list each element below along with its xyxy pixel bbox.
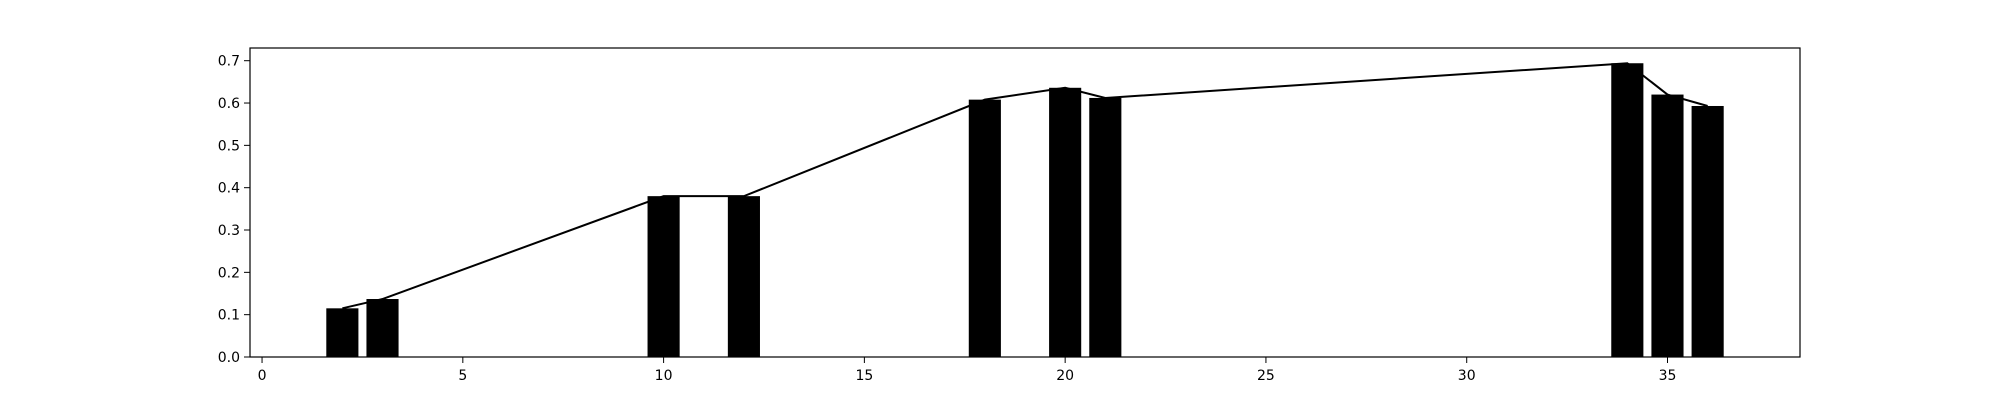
y-tick-label-7: 0.7 [218, 54, 240, 70]
bar-0 [326, 308, 359, 357]
plot-frame [249, 47, 1801, 358]
x-tick-label-6: 30 [1458, 368, 1476, 384]
x-tick-label-5: 25 [1257, 368, 1275, 384]
bar-8 [1651, 94, 1684, 357]
x-axis: 0 5 10 15 20 25 30 35 [258, 357, 1677, 384]
x-tick-label-3: 15 [855, 368, 873, 384]
bar-2 [647, 196, 680, 357]
trend-line [342, 62, 1708, 310]
x-tick-label-4: 20 [1056, 368, 1074, 384]
bar-6 [1089, 97, 1122, 357]
x-tick-label-0: 0 [258, 368, 267, 384]
y-tick-label-5: 0.5 [218, 138, 240, 154]
x-tick-label-1: 5 [458, 368, 467, 384]
y-axis: 0.0 0.1 0.2 0.3 0.4 0.5 0.6 0.7 [218, 54, 250, 366]
y-tick-label-4: 0.4 [218, 181, 240, 197]
bar-4 [968, 99, 1001, 357]
bar-3 [727, 196, 760, 357]
bar-group [326, 63, 1724, 358]
y-tick-label-0: 0.0 [218, 350, 240, 366]
y-tick-label-1: 0.1 [218, 308, 240, 324]
bar-7 [1611, 63, 1644, 358]
bar-9 [1691, 105, 1724, 358]
y-tick-label-3: 0.3 [218, 223, 240, 239]
bar-5 [1049, 87, 1082, 357]
bar-1 [366, 299, 399, 357]
y-tick-label-2: 0.2 [218, 265, 240, 281]
y-tick-label-6: 0.6 [218, 96, 240, 112]
x-tick-label-7: 35 [1659, 368, 1677, 384]
x-tick-label-2: 10 [655, 368, 673, 384]
